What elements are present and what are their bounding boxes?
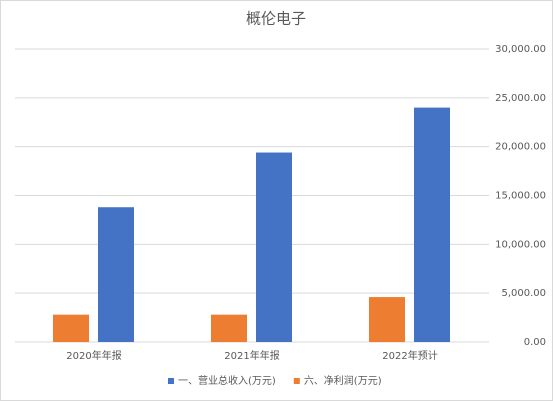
bar: [256, 152, 292, 342]
x-tick-label: 2022年预计: [382, 349, 437, 362]
bar: [414, 107, 450, 342]
x-tick-label: 2020年年报: [66, 349, 121, 362]
legend-label: 六、净利润(万元): [304, 374, 382, 387]
bar: [53, 314, 89, 342]
y-tick-label: 25,000.00: [495, 93, 546, 104]
chart-title: 概伦电子: [246, 10, 306, 28]
legend-label: 一、营业总收入(万元): [178, 374, 276, 387]
y-tick-label: 15,000.00: [495, 191, 546, 202]
bar: [369, 297, 405, 342]
bar: [98, 207, 134, 342]
y-tick-label: 10,000.00: [495, 239, 546, 250]
y-tick-label: 5,000.00: [501, 288, 546, 299]
y-tick-label: 20,000.00: [495, 142, 546, 153]
legend-swatch: [168, 378, 174, 384]
x-tick-label: 2021年年报: [224, 349, 279, 362]
y-tick-label: 0.00: [524, 337, 546, 348]
y-tick-label: 30,000.00: [495, 44, 546, 55]
bar: [211, 314, 247, 342]
legend-swatch: [293, 378, 300, 384]
